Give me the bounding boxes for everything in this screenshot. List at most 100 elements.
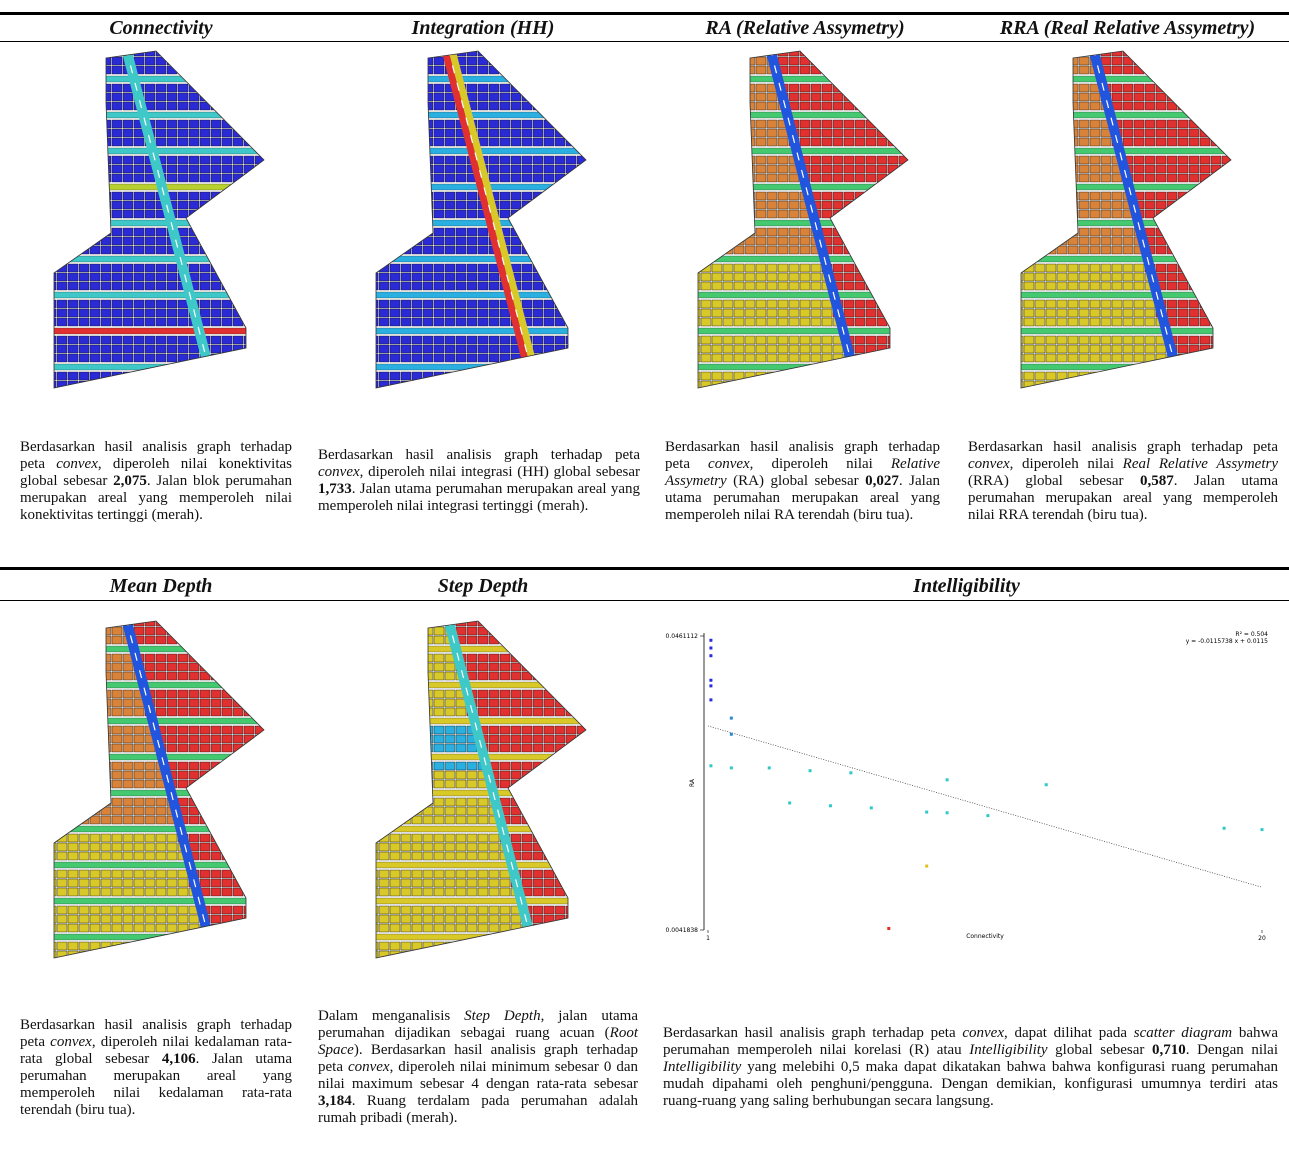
unit (79, 690, 89, 698)
unit (478, 120, 488, 128)
unit (255, 102, 265, 110)
unit (145, 318, 155, 326)
unit (555, 654, 565, 662)
unit (1013, 354, 1023, 362)
unit (189, 834, 199, 842)
unit (778, 246, 788, 254)
unit (412, 273, 422, 281)
unit (577, 84, 587, 92)
unit (533, 726, 543, 734)
unit (756, 84, 766, 92)
unit (46, 942, 56, 950)
unit (822, 309, 832, 317)
unit (1222, 174, 1232, 182)
unit (255, 807, 265, 815)
unit (1222, 228, 1232, 236)
unit (134, 48, 144, 56)
unit (577, 381, 587, 389)
unit (445, 699, 455, 707)
unit (1134, 264, 1144, 272)
unit (90, 129, 100, 137)
unit (1134, 93, 1144, 101)
unit (101, 300, 111, 308)
unit (1035, 48, 1045, 56)
unit (566, 372, 576, 380)
unit (68, 654, 78, 662)
unit (178, 165, 188, 173)
description: Berdasarkan hasil analisis graph terhada… (665, 395, 940, 567)
italic-run: convex (318, 464, 360, 480)
unit (390, 654, 400, 662)
unit (533, 345, 543, 353)
unit (412, 336, 422, 344)
unit (566, 762, 576, 770)
unit (57, 915, 67, 923)
unit (266, 771, 276, 779)
unit (1123, 309, 1133, 317)
unit (577, 690, 587, 698)
unit (566, 816, 576, 824)
unit (57, 654, 67, 662)
unit (68, 852, 78, 860)
unit (456, 888, 466, 896)
unit (1156, 192, 1166, 200)
unit (866, 66, 876, 74)
unit (233, 771, 243, 779)
unit (811, 138, 821, 146)
unit (123, 138, 133, 146)
unit (866, 93, 876, 101)
unit (401, 627, 411, 635)
unit (489, 852, 499, 860)
unit (1013, 138, 1023, 146)
unit (778, 237, 788, 245)
unit (79, 264, 89, 272)
unit (855, 201, 865, 209)
unit (156, 807, 166, 815)
unit (1013, 246, 1023, 254)
unit (156, 798, 166, 806)
bold-run: 0,710 (1152, 1042, 1186, 1058)
unit (434, 879, 444, 887)
unit (1189, 336, 1199, 344)
unit (500, 192, 510, 200)
unit (156, 663, 166, 671)
unit (855, 93, 865, 101)
unit (266, 246, 276, 254)
paragraph: Berdasarkan hasil analisis graph terhada… (665, 439, 940, 524)
x-tick-label: 1 (706, 935, 710, 942)
unit (833, 66, 843, 74)
unit (533, 915, 543, 923)
unit (566, 699, 576, 707)
unit (899, 372, 909, 380)
unit (833, 102, 843, 110)
unit (434, 246, 444, 254)
unit (1046, 120, 1056, 128)
unit (1024, 309, 1034, 317)
unit (445, 354, 455, 362)
unit (57, 816, 67, 824)
unit (522, 57, 532, 65)
unit (822, 345, 832, 353)
unit (1090, 129, 1100, 137)
unit (211, 780, 221, 788)
unit (910, 318, 920, 326)
unit (445, 870, 455, 878)
unit (222, 336, 232, 344)
unit (423, 300, 433, 308)
unit (489, 924, 499, 932)
unit (734, 156, 744, 164)
unit (222, 318, 232, 326)
unit (244, 390, 254, 393)
unit (456, 942, 466, 950)
unit (855, 318, 865, 326)
unit (533, 129, 543, 137)
unit (79, 906, 89, 914)
unit (434, 708, 444, 716)
unit (266, 210, 276, 218)
unit (789, 336, 799, 344)
unit (577, 906, 587, 914)
unit (789, 372, 799, 380)
unit (68, 807, 78, 815)
unit (266, 66, 276, 74)
unit (200, 762, 210, 770)
